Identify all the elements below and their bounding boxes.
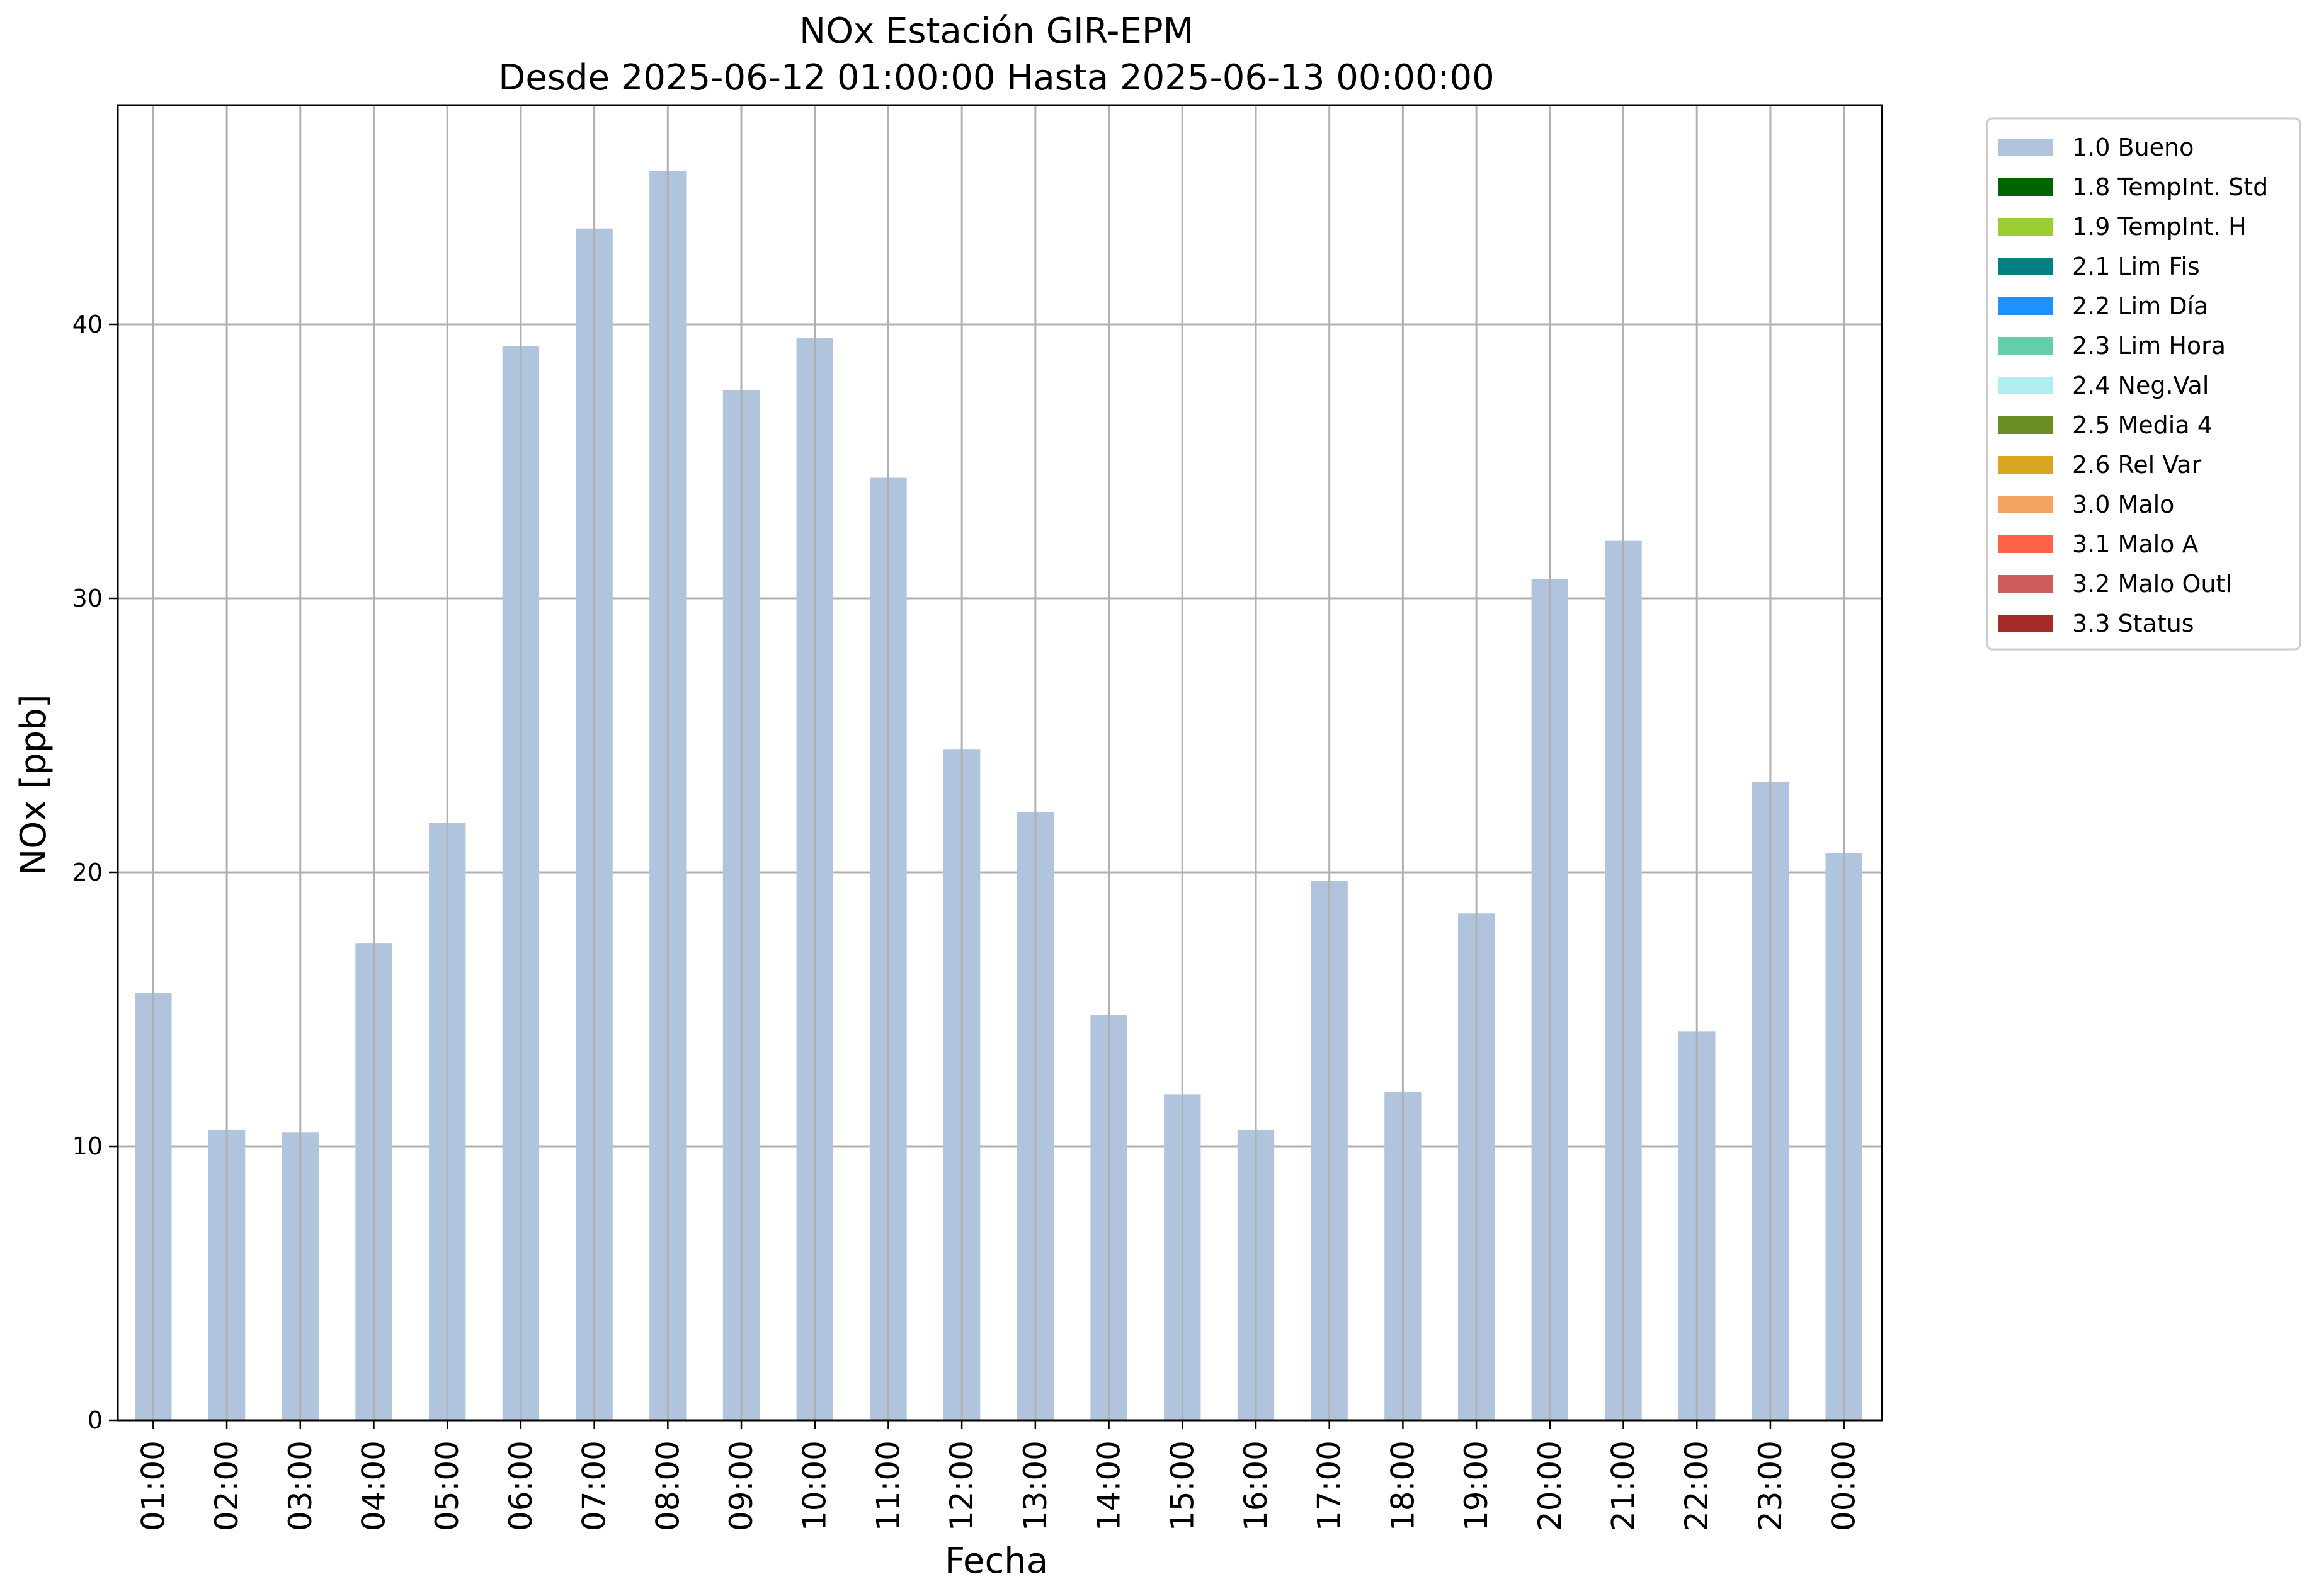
x-axis-label: Fecha [945,1541,1048,1582]
y-tick-label: 10 [72,1132,103,1160]
legend-box [1986,117,2301,651]
legend-label: 2.6 Rel Var [2072,451,2202,479]
x-tick-label: 23:00 [1752,1440,1789,1531]
legend-label: 2.5 Media 4 [2072,411,2213,439]
x-tick-label: 00:00 [1826,1440,1862,1531]
x-tick-label: 21:00 [1605,1440,1642,1531]
legend: 1.0 Bueno 1.8 TempInt. Std 1.9 TempInt. H 2… [1986,117,2301,651]
x-tick-label: 01:00 [135,1440,171,1531]
x-tick-label: 15:00 [1164,1440,1200,1531]
legend-label: 3.1 Malo A [2072,530,2198,558]
x-axis-ticks: 01:00 02:00 03:00 04:00 05:00 06:00 07:00 08:00… [135,1420,1862,1531]
x-tick-label: 22:00 [1678,1440,1715,1531]
y-tick-label: 40 [72,311,103,338]
legend-swatch [1998,377,2053,394]
x-tick-label: 18:00 [1384,1440,1421,1531]
legend-label: 2.3 Lim Hora [2072,332,2226,360]
legend-label: 2.4 Neg.Val [2072,372,2209,399]
legend-label: 3.2 Malo Outl [2072,570,2232,598]
legend-swatch [1998,218,2053,236]
x-tick-label: 02:00 [208,1440,245,1531]
x-tick-label: 09:00 [723,1440,760,1531]
legend-swatch [1998,337,2053,355]
grid-lines [118,323,1882,1148]
y-axis-label: NOx [ppb] [13,694,54,875]
legend-label: 1.9 TempInt. H [2072,213,2247,241]
legend-swatch [1998,139,2053,156]
legend-swatch [1998,575,2053,593]
x-tick-label: 14:00 [1091,1440,1127,1531]
x-tick-label: 12:00 [943,1440,980,1531]
plot-area-frame [117,104,1883,1422]
chart-title: NOx Estación GIR-EPM [799,11,1194,52]
legend-swatch [1998,456,2053,474]
x-tick-label: 04:00 [355,1440,392,1531]
x-tick-label: 13:00 [1017,1440,1054,1531]
y-axis-ticks: 0 10 20 30 40 [72,311,118,1434]
x-tick-label: 20:00 [1532,1440,1568,1531]
x-tick-label: 05:00 [429,1440,465,1531]
y-tick-label: 20 [72,858,103,886]
x-tick-label: 03:00 [282,1440,319,1531]
legend-swatch [1998,416,2053,434]
x-tick-label: 06:00 [503,1440,539,1531]
legend-label: 1.0 Bueno [2072,134,2194,161]
legend-swatch [1998,178,2053,196]
legend-label: 1.8 TempInt. Std [2072,173,2268,201]
legend-label: 2.2 Lim Día [2072,292,2208,320]
y-tick-label: 30 [72,584,103,612]
x-tick-label: 11:00 [870,1440,906,1531]
legend-swatch [1998,297,2053,315]
legend-label: 3.0 Malo [2072,491,2174,518]
y-tick-label: 0 [88,1406,103,1434]
legend-label: 2.1 Lim Fis [2072,253,2200,280]
x-tick-label: 08:00 [649,1440,686,1531]
legend-label: 3.3 Status [2072,610,2194,637]
x-tick-label: 07:00 [576,1440,613,1531]
chart-subtitle: Desde 2025-06-12 01:00:00 Hasta 2025-06-… [498,57,1495,98]
x-tick-label: 16:00 [1238,1440,1274,1531]
legend-swatch [1998,496,2053,513]
legend-swatch [1998,258,2053,275]
legend-swatch [1998,535,2053,553]
x-tick-label: 19:00 [1458,1440,1495,1531]
x-tick-label: 10:00 [797,1440,833,1531]
x-grid-lines [152,105,1845,1420]
legend-swatch [1998,615,2053,632]
x-tick-label: 17:00 [1311,1440,1348,1531]
